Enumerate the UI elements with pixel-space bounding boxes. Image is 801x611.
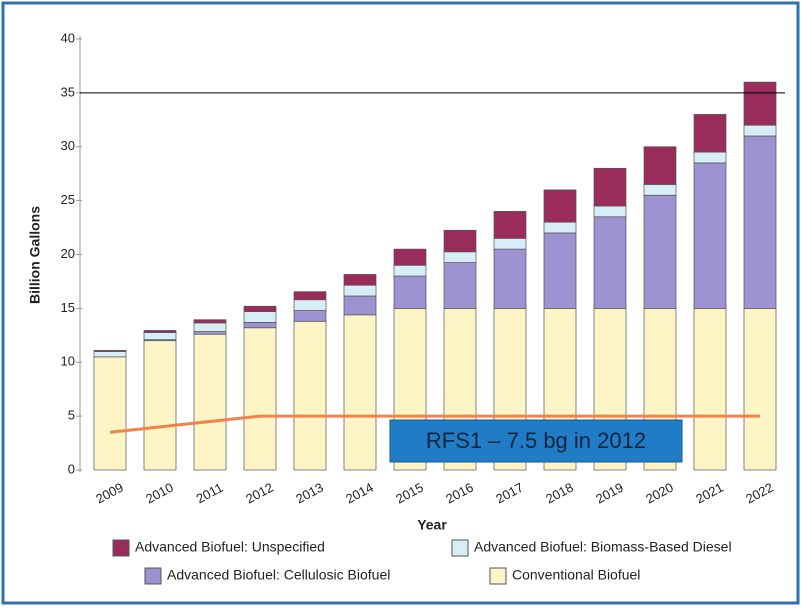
y-tick-label: 35 [61, 84, 75, 99]
bar-segment [693, 151, 727, 164]
bar-segment [343, 274, 377, 286]
bar-segment [643, 184, 677, 196]
bar-segment [443, 229, 477, 253]
bar-segment [593, 216, 627, 309]
bar-segment [443, 251, 477, 263]
bar-segment [293, 291, 327, 301]
bar-segment [193, 333, 227, 471]
bar-segment [243, 322, 277, 329]
y-tick-label: 5 [68, 408, 75, 423]
bar-segment [93, 350, 127, 352]
bar-segment [743, 124, 777, 137]
bar-segment [143, 340, 177, 471]
bar-segment [693, 162, 727, 309]
bar-segment [293, 320, 327, 471]
y-tick-label: 10 [61, 354, 75, 369]
bar-segment [393, 264, 427, 277]
bar-segment [743, 81, 777, 126]
bar-segment [693, 308, 727, 471]
bar-segment [443, 262, 477, 309]
legend-swatch [144, 567, 162, 585]
bar-segment [143, 330, 177, 333]
bar-segment [93, 356, 127, 471]
bar-segment [193, 331, 227, 335]
bar-segment [143, 332, 177, 340]
bar-segment [193, 322, 227, 332]
bar-segment [643, 146, 677, 185]
bar-segment [743, 308, 777, 471]
y-tick-label: 20 [61, 246, 75, 261]
bar-segment [93, 351, 127, 358]
bar-segment [493, 237, 527, 250]
bar-segment [293, 310, 327, 322]
bar-segment [593, 205, 627, 218]
legend-label: Advanced Biofuel: Cellulosic Biofuel [167, 567, 390, 583]
legend-swatch [451, 539, 469, 557]
x-axis-label: Year [417, 517, 447, 533]
y-tick-label: 30 [61, 138, 75, 153]
y-tick-label: 25 [61, 192, 75, 207]
bar-segment [543, 232, 577, 309]
legend-label: Advanced Biofuel: Unspecified [135, 539, 325, 555]
bar-segment [343, 284, 377, 297]
bar-segment [593, 167, 627, 207]
bar-segment [543, 189, 577, 223]
bar-segment [493, 248, 527, 309]
bar-segment [393, 275, 427, 309]
y-tick-label: 40 [61, 30, 75, 45]
bar-segment [643, 194, 677, 309]
rfs1-line [109, 414, 760, 434]
legend-label: Advanced Biofuel: Biomass-Based Diesel [474, 539, 732, 555]
bar-segment [243, 311, 277, 323]
y-tick-label: 15 [61, 300, 75, 315]
bar-segment [393, 248, 427, 266]
bar-segment [193, 319, 227, 324]
bar-segment [693, 114, 727, 153]
bar-segment [543, 221, 577, 234]
bar-segment [743, 135, 777, 309]
bar-segment [293, 299, 327, 311]
bar-segment [343, 295, 377, 316]
legend-swatch [489, 567, 507, 585]
legend-swatch [112, 539, 130, 557]
y-tick-label: 0 [68, 461, 75, 476]
bar-segment [343, 314, 377, 471]
legend-label: Conventional Biofuel [512, 567, 640, 583]
bar-segment [243, 327, 277, 471]
annotation: RFS1 – 7.5 bg in 2012 [426, 428, 646, 453]
y-axis-label: Billion Gallons [27, 206, 43, 304]
bar-segment [493, 211, 527, 239]
annotation-box [389, 419, 683, 463]
bar-segment [243, 305, 277, 312]
